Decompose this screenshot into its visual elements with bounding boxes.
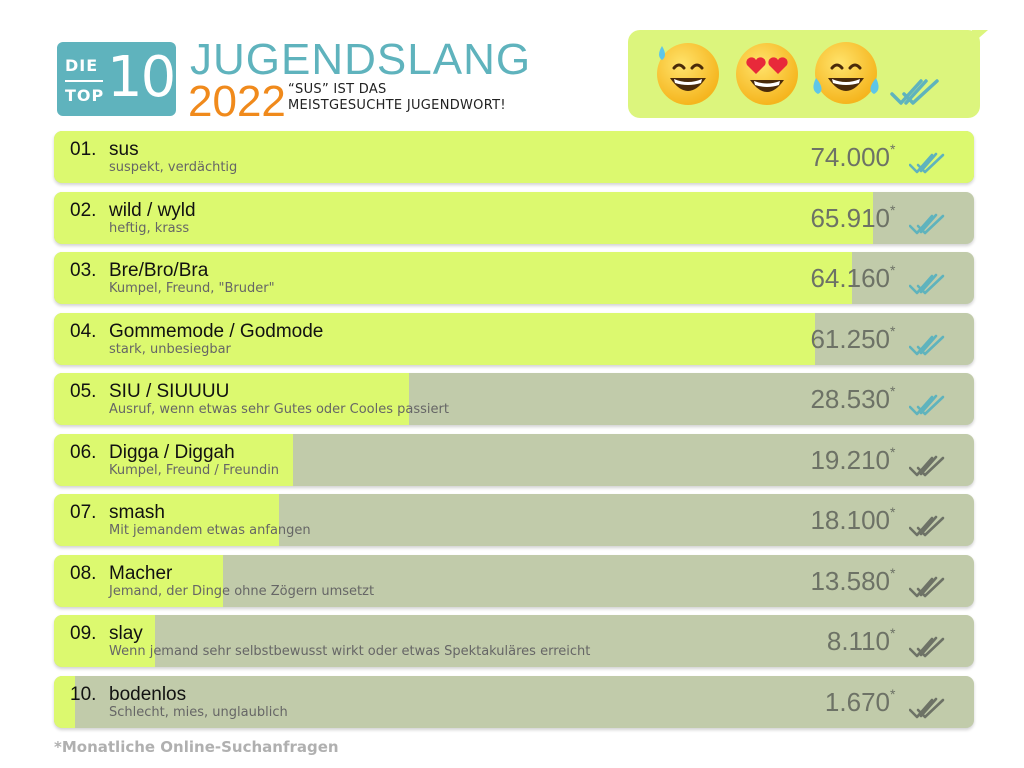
rank-label: 07.: [70, 502, 97, 523]
rank-label: 04.: [70, 321, 97, 342]
term-label: Macher: [109, 563, 173, 584]
bar-fill: [54, 494, 279, 546]
rank-label: 05.: [70, 381, 97, 402]
table-row: 05. SIU / SIUUUU Ausruf, wenn etwas sehr G…: [54, 373, 974, 425]
subtitle-line-2: MEISTGESUCHTE JUGENDWORT!: [288, 98, 506, 113]
definition-label: heftig, krass: [109, 221, 190, 236]
value-label: 13.580: [810, 566, 890, 596]
definition-label: stark, unbesiegbar: [109, 342, 231, 357]
bar-fill: [54, 615, 155, 667]
definition-label: Ausruf, wenn etwas sehr Gutes oder Coole…: [109, 402, 449, 417]
table-row: 09. slay Wenn jemand sehr selbstbewusst wi…: [54, 615, 974, 667]
value-label: 19.210: [810, 445, 890, 475]
page-subtitle: “SUS” IST DAS MEISTGESUCHTE JUGENDWORT!: [288, 82, 608, 114]
value-asterisk: *: [890, 565, 896, 581]
term-label: Gommemode / Godmode: [109, 321, 324, 342]
value-label: 61.250: [810, 324, 890, 354]
definition-label: Mit jemandem etwas anfangen: [109, 523, 311, 538]
rank-label: 10.: [70, 684, 97, 705]
term-label: smash: [109, 502, 165, 523]
footnote: *Monatliche Online-Suchanfragen: [54, 738, 339, 756]
double-check-icon: [909, 576, 945, 598]
value-asterisk: *: [890, 383, 896, 399]
bar-fill: [54, 373, 409, 425]
term-label: slay: [109, 623, 143, 644]
definition-label: Jemand, der Dinge ohne Zögern umsetzt: [109, 584, 375, 599]
value-asterisk: *: [890, 323, 896, 339]
bar-fill: [54, 252, 852, 304]
logo-number: 10: [107, 45, 176, 110]
double-check-icon: [909, 152, 945, 174]
table-row: 04. Gommemode / Godmode stark, unbesiegbar…: [54, 313, 974, 365]
double-check-icon: [909, 334, 945, 356]
rank-label: 09.: [70, 623, 97, 644]
double-check-icon: [909, 636, 945, 658]
double-check-icon: [909, 213, 945, 235]
double-check-icon: [909, 697, 945, 719]
value-label: 18.100: [810, 505, 890, 535]
double-check-icon: [909, 515, 945, 537]
bar-fill: [54, 434, 293, 486]
logo-divider: [65, 80, 103, 82]
value-label: 28.530: [810, 384, 890, 414]
bar-fill: [54, 313, 815, 365]
rank-label: 01.: [70, 139, 97, 160]
double-check-icon: [909, 394, 945, 416]
value-label: 64.160: [810, 263, 890, 293]
table-row: 01. sus suspekt, verdächtig 74.000 *: [54, 131, 974, 183]
page-title: JUGENDSLANG: [190, 35, 532, 84]
subtitle-line-1: “SUS” IST DAS: [288, 82, 387, 97]
grinning-sweat-emoji: [657, 43, 719, 105]
heart-eyes-emoji: [736, 43, 798, 105]
tears-of-joy-emoji: [813, 42, 879, 104]
value-asterisk: *: [890, 444, 896, 460]
definition-label: Schlecht, mies, unglaublich: [109, 705, 288, 720]
value-label: 74.000: [810, 142, 890, 172]
value-label: 1.670: [824, 687, 890, 717]
double-check-icon: [909, 273, 945, 295]
rank-label: 06.: [70, 442, 97, 463]
definition-label: Wenn jemand sehr selbstbewusst wirkt ode…: [109, 644, 591, 659]
emoji-group: [652, 38, 892, 110]
rank-label: 08.: [70, 563, 97, 584]
term-label: wild / wyld: [109, 200, 196, 221]
rank-label: 02.: [70, 200, 97, 221]
rank-label: 03.: [70, 260, 97, 281]
definition-label: Kumpel, Freund / Freundin: [109, 463, 280, 478]
term-label: SIU / SIUUUU: [109, 381, 230, 402]
value-asterisk: *: [890, 686, 896, 702]
logo-top: TOP: [65, 86, 105, 105]
value-asterisk: *: [890, 141, 896, 157]
table-row: 07. smash Mit jemandem etwas anfangen 18.10…: [54, 494, 974, 546]
value-label: 65.910: [810, 203, 890, 233]
bar-fill: [54, 555, 223, 607]
term-label: Bre/Bro/Bra: [109, 260, 209, 281]
double-check-icon: [909, 455, 945, 477]
value-asterisk: *: [890, 504, 896, 520]
logo-die: DIE: [65, 56, 99, 75]
bar-fill: [54, 676, 75, 728]
definition-label: suspekt, verdächtig: [109, 160, 238, 175]
term-label: bodenlos: [109, 684, 187, 705]
value-asterisk: *: [890, 202, 896, 218]
table-row: 08. Macher Jemand, der Dinge ohne Zögern u…: [54, 555, 974, 607]
value-label: 8.110: [826, 626, 890, 656]
bar-fill: [54, 192, 873, 244]
bar-fill: [54, 131, 974, 183]
table-row: 10. bodenlos Schlecht, mies, unglaublich 1.…: [54, 676, 974, 728]
definition-label: Kumpel, Freund, "Bruder": [109, 281, 275, 296]
bubble-double-check-icon: [890, 79, 939, 105]
top10-logo: DIE TOP 10: [57, 42, 176, 116]
table-row: 06. Digga / Diggah Kumpel, Freund / Freund…: [54, 434, 974, 486]
table-row: 03. Bre/Bro/Bra Kumpel, Freund, "Bruder" 64…: [54, 252, 974, 304]
chat-bubble-tail: [972, 30, 988, 44]
value-asterisk: *: [890, 262, 896, 278]
term-label: Digga / Diggah: [109, 442, 235, 463]
table-row: 02. wild / wyld heftig, krass 65.910 *: [54, 192, 974, 244]
term-label: sus: [109, 139, 139, 160]
page-year: 2022: [188, 77, 286, 126]
value-asterisk: *: [890, 625, 896, 641]
